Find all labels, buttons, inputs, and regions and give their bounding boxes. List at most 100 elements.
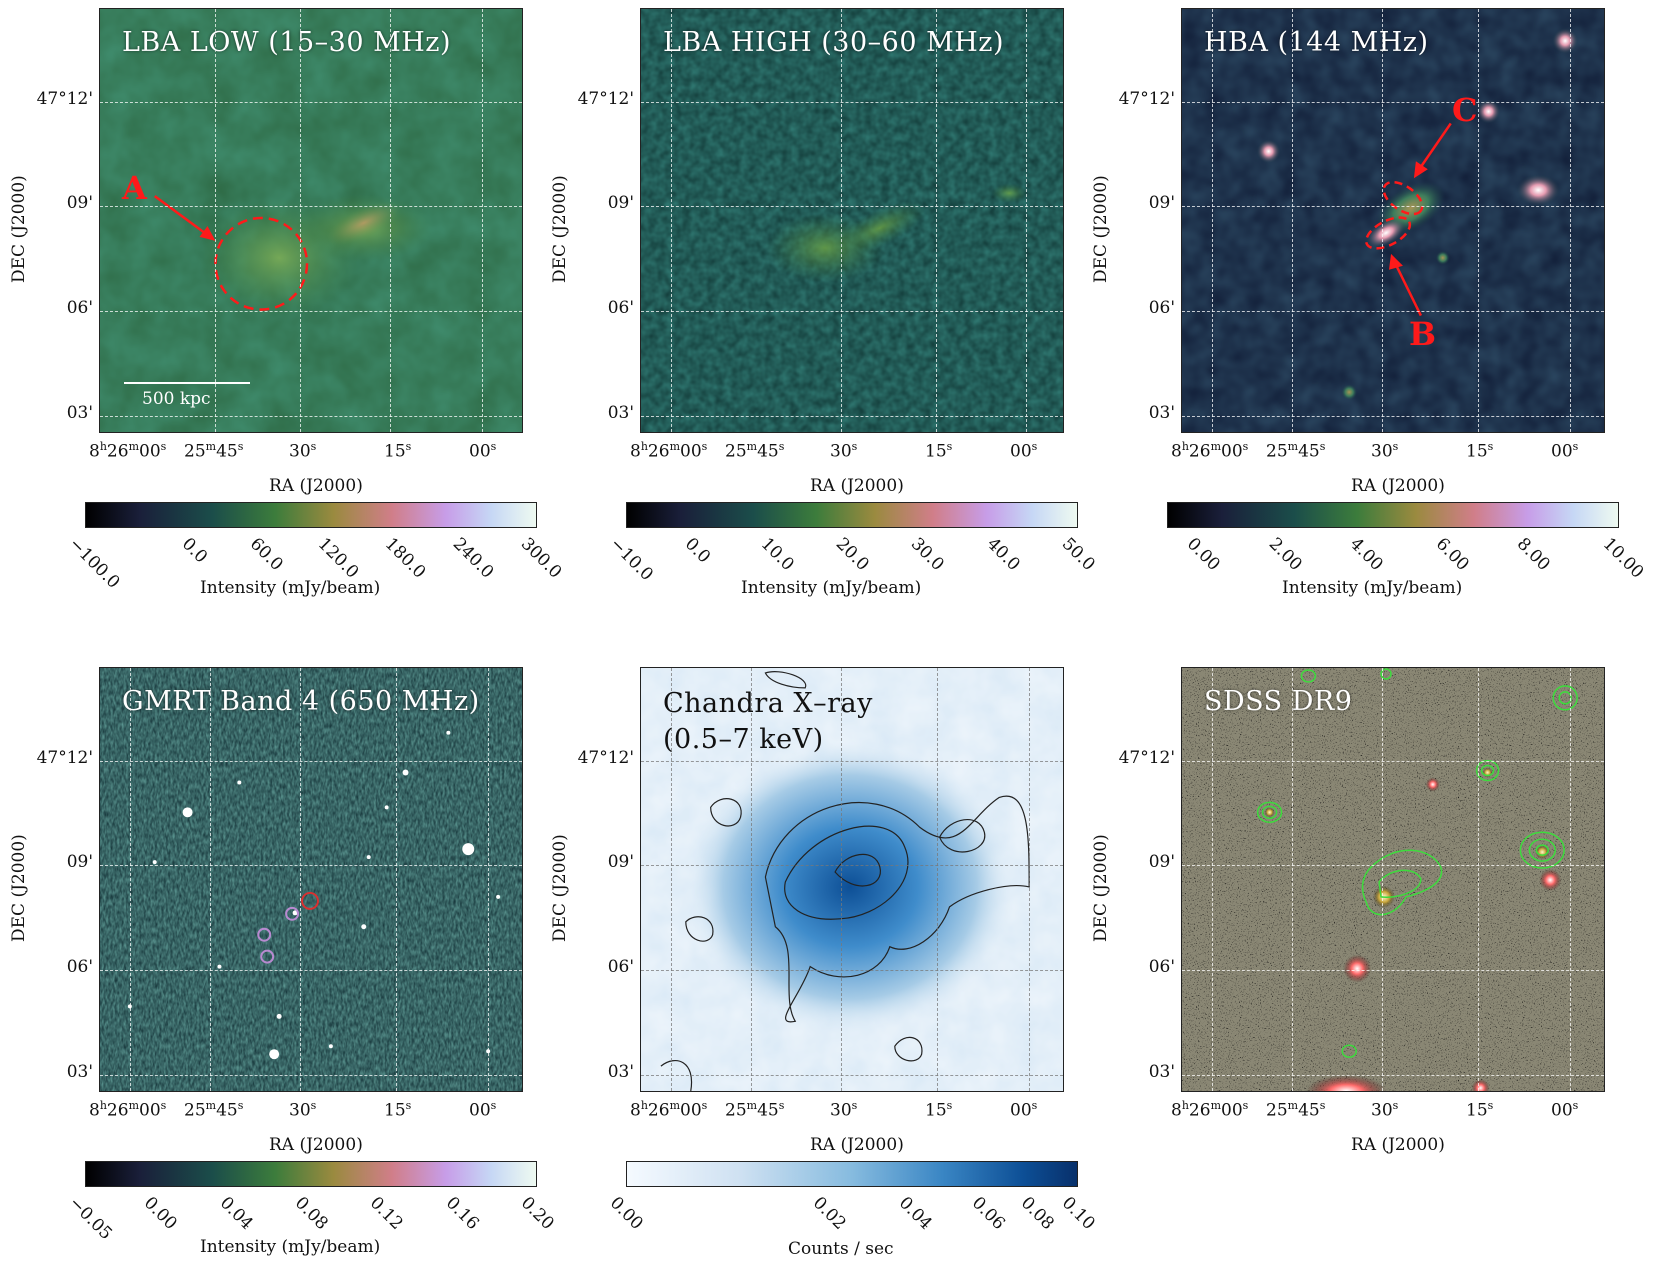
y-tick-label: 47°12' <box>577 89 634 109</box>
colorbar-gmrt <box>85 1161 537 1187</box>
scale-bar-label: 500 kpc <box>142 389 211 409</box>
y-tick-label: 03' <box>66 403 93 423</box>
x-axis-title: RA (J2000) <box>810 1135 904 1155</box>
colorbar-tick-label: 0.08 <box>290 1193 332 1234</box>
colorbar-tick-label: 2.00 <box>1264 534 1306 575</box>
x-tick-label: 30s <box>289 440 317 462</box>
panel-lba-high: LBA HIGH (30–60 MHz) <box>640 8 1064 433</box>
x-tick-label: 25m45s <box>725 1099 785 1121</box>
colorbar-title: Intensity (mJy/beam) <box>200 1237 381 1257</box>
x-tick-label: 8h26m00s <box>89 440 167 462</box>
x-tick-label: 00s <box>469 1099 497 1121</box>
colorbar-tick-label: 50.0 <box>1057 534 1099 575</box>
colorbar-lba-high <box>626 502 1078 528</box>
colorbar-tick-label: 300.0 <box>516 534 566 583</box>
y-axis-title: DEC (J2000) <box>9 175 29 283</box>
y-axis-title: DEC (J2000) <box>550 834 570 942</box>
colorbar-tick-label: 6.00 <box>1431 534 1473 575</box>
y-tick-label: 47°12' <box>36 89 93 109</box>
annotation-c: C <box>1452 91 1478 129</box>
colorbar-title: Counts / sec <box>788 1239 894 1259</box>
panel-title: HBA (144 MHz) <box>1204 27 1429 58</box>
y-tick-label: 47°12' <box>36 748 93 768</box>
y-tick-label: 06' <box>66 957 93 977</box>
colorbar-lba-low <box>85 502 537 528</box>
y-axis-title: DEC (J2000) <box>9 834 29 942</box>
panel-title: Chandra X–ray (0.5–7 keV) <box>663 686 873 758</box>
x-tick-label: 30s <box>289 1099 317 1121</box>
colorbar-tick-label: 60.0 <box>245 534 287 575</box>
colorbar-tick-label: 0.16 <box>441 1193 483 1234</box>
panel-title: SDSS DR9 <box>1204 686 1353 717</box>
x-tick-label: 00s <box>1010 440 1038 462</box>
x-tick-label: 30s <box>830 1099 858 1121</box>
hba-image <box>1182 9 1604 432</box>
x-tick-label: 30s <box>1371 1099 1399 1121</box>
y-tick-label: 47°12' <box>1118 89 1175 109</box>
y-axis-title: DEC (J2000) <box>550 175 570 283</box>
colorbar-tick-label: 0.04 <box>215 1193 257 1234</box>
y-tick-label: 03' <box>66 1062 93 1082</box>
x-tick-label: 00s <box>469 440 497 462</box>
colorbar-tick-label: −10.0 <box>605 534 657 585</box>
y-tick-label: 03' <box>607 1062 634 1082</box>
x-tick-label: 00s <box>1551 440 1579 462</box>
colorbar-tick-label: 0.00 <box>140 1193 182 1234</box>
y-tick-label: 03' <box>607 403 634 423</box>
x-tick-label: 15s <box>925 1099 953 1121</box>
x-tick-label: 15s <box>1466 440 1494 462</box>
colorbar-tick-label: 40.0 <box>982 534 1024 575</box>
colorbar-title: Intensity (mJy/beam) <box>1282 578 1463 598</box>
colorbar-tick-label: 10.0 <box>756 534 798 575</box>
y-tick-label: 09' <box>1148 852 1175 872</box>
colorbar-tick-label: −0.05 <box>64 1193 116 1244</box>
annotation-a: A <box>122 169 147 207</box>
y-tick-label: 09' <box>66 852 93 872</box>
lba-high-image <box>641 9 1063 432</box>
x-tick-label: 8h26m00s <box>1171 1099 1249 1121</box>
x-axis-title: RA (J2000) <box>269 476 363 496</box>
y-tick-label: 09' <box>607 852 634 872</box>
colorbar-tick-label: 120.0 <box>313 534 363 583</box>
gmrt-image <box>100 668 522 1091</box>
x-tick-label: 8h26m00s <box>630 440 708 462</box>
colorbar-tick-label: 0.0 <box>177 534 212 568</box>
colorbar-tick-label: 0.00 <box>1183 534 1224 575</box>
colorbar-tick-label: 0.08 <box>1017 1193 1059 1234</box>
sdss-image <box>1182 668 1604 1091</box>
panel-chandra: Chandra X–ray (0.5–7 keV) <box>640 667 1064 1092</box>
colorbar-tick-label: 8.00 <box>1512 534 1554 575</box>
panel-title: LBA HIGH (30–60 MHz) <box>663 27 1005 58</box>
x-tick-label: 25m45s <box>184 1099 244 1121</box>
x-axis-title: RA (J2000) <box>810 476 904 496</box>
panel-hba: HBA (144 MHz) C B <box>1181 8 1605 433</box>
x-tick-label: 25m45s <box>184 440 244 462</box>
panel-title: LBA LOW (15–30 MHz) <box>122 27 452 58</box>
colorbar-tick-label: 0.12 <box>366 1193 408 1234</box>
colorbar-tick-label: 20.0 <box>831 534 873 575</box>
y-tick-label: 06' <box>607 957 634 977</box>
colorbar-tick-label: −100.0 <box>64 534 124 593</box>
y-axis-title: DEC (J2000) <box>1091 834 1111 942</box>
y-tick-label: 03' <box>1148 403 1175 423</box>
scale-bar <box>124 382 250 384</box>
colorbar-tick-label: 10.00 <box>1598 534 1648 583</box>
colorbar-tick-label: 240.0 <box>449 534 498 583</box>
colorbar-tick-label: 30.0 <box>907 534 949 575</box>
colorbar-tick-label: 4.00 <box>1345 534 1387 575</box>
colorbar-tick-label: 0.00 <box>605 1193 647 1234</box>
y-tick-label: 06' <box>66 298 93 318</box>
lba-low-image <box>100 9 522 432</box>
colorbar-tick-label: 0.06 <box>967 1193 1009 1234</box>
y-tick-label: 06' <box>607 298 634 318</box>
colorbar-tick-label: 0.02 <box>809 1193 851 1234</box>
colorbar-title: Intensity (mJy/beam) <box>200 578 381 598</box>
x-tick-label: 8h26m00s <box>630 1099 708 1121</box>
panel-title: GMRT Band 4 (650 MHz) <box>122 686 480 717</box>
x-tick-label: 30s <box>1371 440 1399 462</box>
x-tick-label: 8h26m00s <box>89 1099 167 1121</box>
x-tick-label: 25m45s <box>1266 440 1326 462</box>
panel-sdss: SDSS DR9 <box>1181 667 1605 1092</box>
x-tick-label: 00s <box>1010 1099 1038 1121</box>
panel-title-line1: Chandra X–ray <box>663 688 873 719</box>
